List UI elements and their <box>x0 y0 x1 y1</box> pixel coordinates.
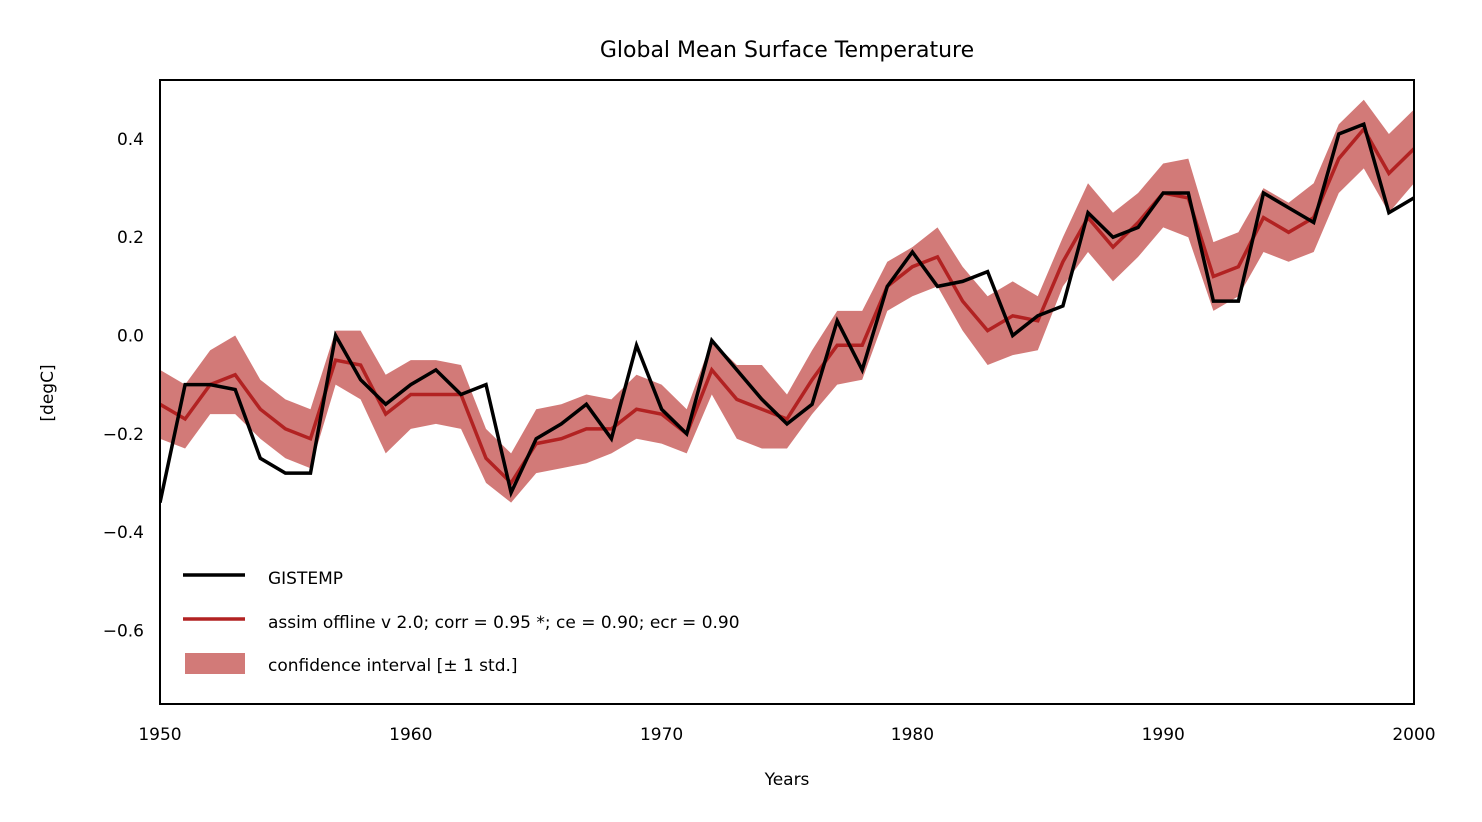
series-line-gistemp <box>160 121 1414 503</box>
y-tick-label: −0.6 <box>103 621 144 641</box>
legend-label-gistemp: GISTEMP <box>268 569 343 589</box>
x-tick-label: 1970 <box>640 725 683 745</box>
confidence-band <box>160 99 1414 503</box>
series-line-assim <box>160 126 1414 486</box>
y-tick-label: 0.2 <box>117 228 144 248</box>
legend: GISTEMP assim offline v 2.0; corr = 0.95… <box>183 569 740 676</box>
x-tick-label: 1950 <box>138 725 181 745</box>
y-tick-label: 0.4 <box>117 130 144 150</box>
y-tick-label: 0.0 <box>117 326 144 346</box>
x-tick-label: 2000 <box>1392 725 1435 745</box>
x-tick-label: 1990 <box>1142 725 1185 745</box>
plot-area <box>160 99 1414 503</box>
legend-swatch-confidence <box>185 653 245 674</box>
axes: 1950 1960 1970 1980 1990 2000 0.4 0.2 0.0 −0.2 −0.… <box>103 79 1436 745</box>
axes-frame <box>159 79 1415 705</box>
legend-label-confidence: confidence interval [± 1 std.] <box>268 656 518 676</box>
x-tick-label: 1960 <box>389 725 432 745</box>
x-axis-label: Years <box>764 770 810 790</box>
legend-label-assim: assim offline v 2.0; corr = 0.95 *; ce =… <box>268 613 740 633</box>
y-axis-label: [degC] <box>38 364 58 421</box>
y-tick-label: −0.4 <box>103 523 144 543</box>
x-tick-label: 1980 <box>891 725 934 745</box>
y-tick-label: −0.2 <box>103 425 144 445</box>
chart-title: Global Mean Surface Temperature <box>600 38 974 63</box>
